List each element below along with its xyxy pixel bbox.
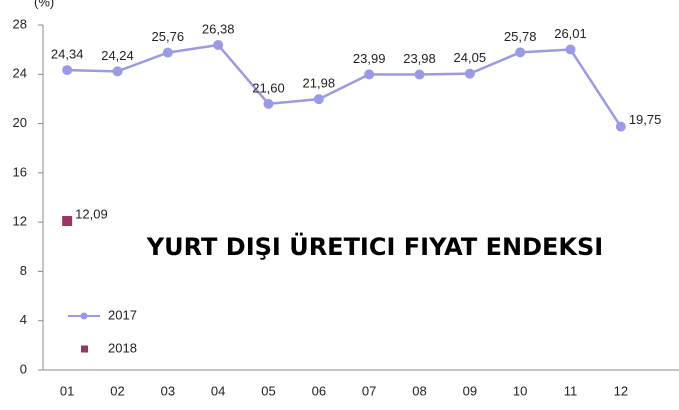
- data-label: 23,98: [403, 51, 436, 66]
- x-tick-label: 11: [564, 383, 578, 398]
- x-tick-label: 12: [614, 383, 628, 398]
- data-label: 24,34: [51, 47, 84, 62]
- x-tick-label: 09: [463, 383, 477, 398]
- y-tick-label: 12: [13, 214, 27, 229]
- data-label: 26,38: [202, 21, 235, 36]
- x-tick-label: 08: [412, 383, 426, 398]
- data-label: 21,98: [303, 76, 336, 91]
- data-label: 19,75: [629, 112, 662, 127]
- legend-marker: [80, 312, 88, 320]
- data-point: [162, 47, 173, 58]
- data-point: [464, 68, 475, 79]
- data-point: [263, 98, 274, 109]
- data-point: [213, 39, 224, 50]
- x-tick-label: 03: [161, 383, 175, 398]
- y-tick-label: 20: [13, 115, 27, 130]
- data-point: [615, 121, 626, 132]
- data-label: 12,09: [75, 206, 108, 221]
- x-tick-label: 07: [362, 383, 376, 398]
- x-tick-label: 04: [211, 383, 225, 398]
- data-label: 25,76: [152, 29, 185, 44]
- y-tick-label: 4: [20, 312, 27, 327]
- data-point: [62, 65, 73, 76]
- data-point: [112, 66, 123, 77]
- data-label: 26,01: [554, 26, 587, 41]
- x-tick-label: 02: [110, 383, 124, 398]
- x-tick-label: 01: [60, 383, 74, 398]
- data-point: [414, 69, 425, 80]
- data-label: 23,99: [353, 51, 386, 66]
- data-point: [364, 69, 375, 80]
- data-point: [515, 47, 526, 58]
- chart-title: YURT DIŞI ÜRETICI FIYAT ENDEKSI: [146, 231, 603, 261]
- x-tick-label: 10: [513, 383, 527, 398]
- legend-label: 2017: [108, 307, 137, 322]
- x-tick-label: 06: [312, 383, 326, 398]
- y-tick-label: 24: [13, 66, 27, 81]
- y-tick-label: 0: [20, 361, 27, 376]
- data-label: 24,05: [454, 50, 487, 65]
- data-label: 24,24: [101, 48, 134, 63]
- data-point: [62, 216, 73, 227]
- series-line: [67, 43, 622, 128]
- y-tick-label: 16: [13, 164, 27, 179]
- y-tick-label: 8: [20, 263, 27, 278]
- x-tick-label: 05: [261, 383, 275, 398]
- data-point: [565, 44, 576, 55]
- data-label: 21,60: [252, 80, 285, 95]
- y-tick-label: 28: [13, 16, 27, 31]
- y-axis-label: (%): [34, 0, 54, 9]
- legend-marker: [81, 345, 88, 353]
- data-label: 25,78: [504, 29, 537, 44]
- legend-label: 2018: [108, 340, 137, 355]
- data-point: [313, 94, 324, 105]
